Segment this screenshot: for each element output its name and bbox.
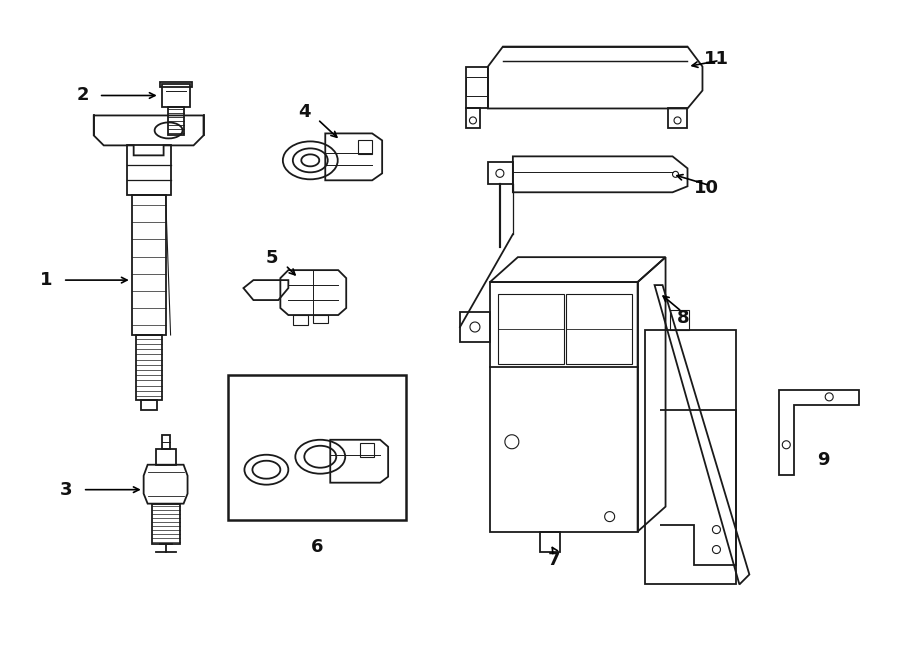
- Bar: [293, 315, 309, 325]
- Text: 5: 5: [266, 249, 278, 267]
- Bar: [498, 294, 563, 364]
- Text: 10: 10: [695, 179, 719, 197]
- Bar: [360, 443, 374, 457]
- Bar: [162, 83, 190, 108]
- Bar: [229, 375, 406, 520]
- Bar: [488, 163, 513, 184]
- Bar: [131, 195, 166, 335]
- Bar: [566, 294, 632, 364]
- Bar: [358, 140, 373, 155]
- Text: 8: 8: [677, 309, 689, 327]
- Bar: [151, 504, 180, 543]
- Bar: [490, 282, 637, 531]
- Text: 1: 1: [40, 271, 53, 289]
- Text: 7: 7: [547, 551, 560, 568]
- Text: 2: 2: [76, 87, 89, 104]
- Text: 9: 9: [816, 451, 829, 469]
- Text: 3: 3: [60, 481, 73, 498]
- Text: 11: 11: [705, 50, 729, 67]
- Bar: [159, 81, 192, 87]
- Bar: [313, 315, 328, 323]
- Text: 4: 4: [298, 104, 310, 122]
- Text: 6: 6: [311, 537, 323, 555]
- Bar: [670, 310, 689, 330]
- Bar: [466, 77, 488, 97]
- Bar: [136, 335, 162, 400]
- Bar: [156, 449, 176, 465]
- Bar: [140, 400, 157, 410]
- Bar: [167, 108, 184, 136]
- Bar: [127, 145, 171, 195]
- Bar: [162, 435, 169, 449]
